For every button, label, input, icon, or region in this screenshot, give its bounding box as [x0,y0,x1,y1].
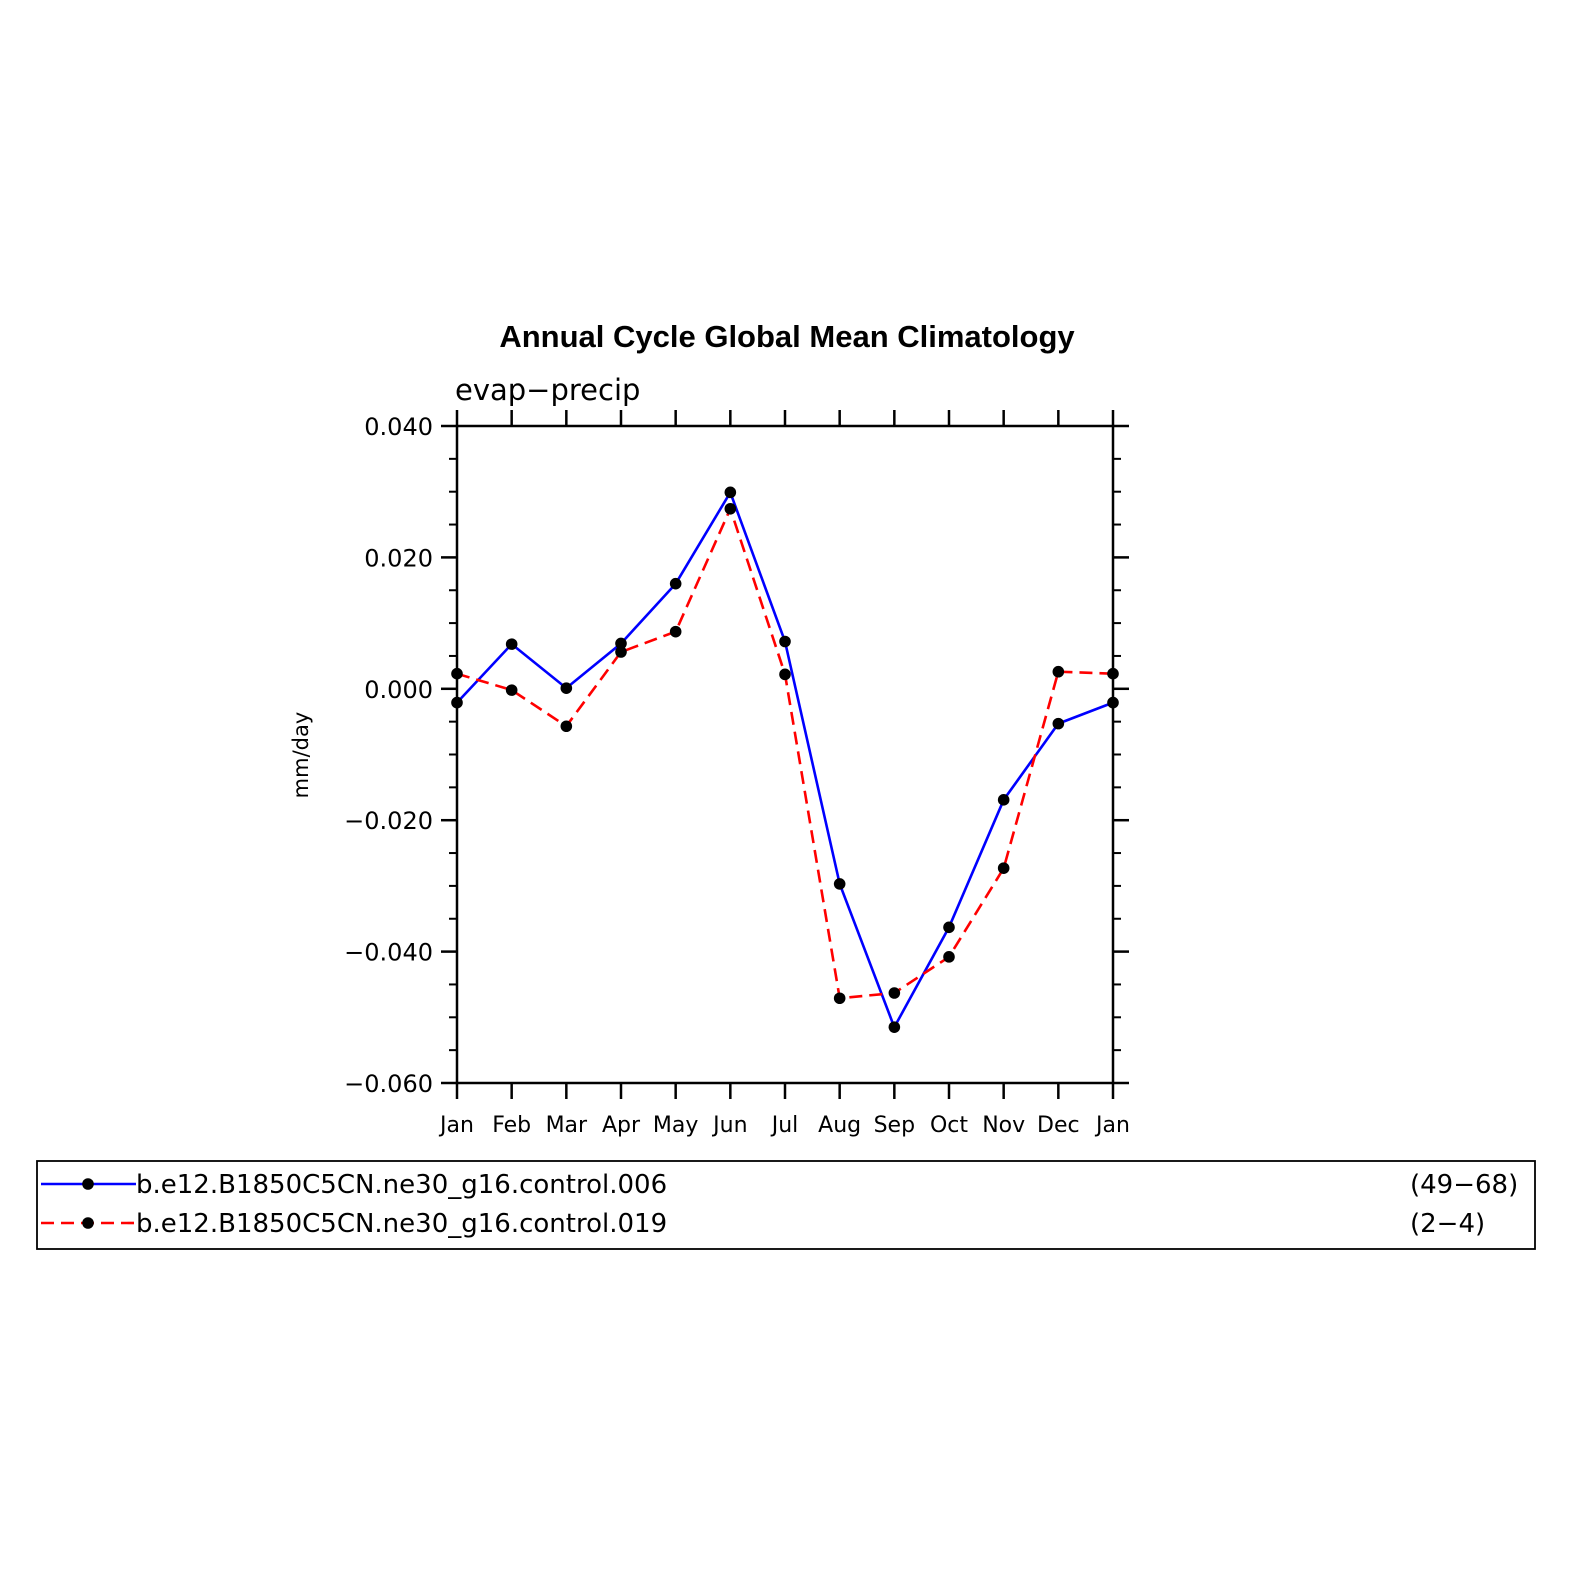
legend-series-years: (2−4) [1410,1209,1485,1239]
legend-series-name: b.e12.B1850C5CN.ne30_g16.control.019 [136,1209,667,1239]
series-layer [451,486,1119,1033]
legend-box [36,1160,1536,1250]
plot-frame [455,424,1115,1085]
y-tick-label: 0.040 [364,413,433,441]
series-1-point [888,1021,901,1033]
legend-marker-2 [82,1217,94,1229]
legend-series-years: (49−68) [1410,1170,1518,1200]
legend-series-name: b.e12.B1850C5CN.ne30_g16.control.006 [136,1170,667,1200]
series-2-point [669,625,682,638]
x-tick-label: Oct [930,1113,968,1138]
y-tick-label: −0.020 [344,807,433,835]
chart-subtitle: evap−precip [455,373,640,407]
series-2-point [1052,665,1065,678]
y-tick-label: 0.020 [364,544,433,572]
legend-marker-1 [82,1178,94,1190]
chart-title: Annual Cycle Global Mean Climatology [499,319,1075,354]
series-line-1 [456,489,1114,1031]
series-line-2 [456,505,1114,1000]
x-tick-label: Mar [546,1113,588,1138]
legend: b.e12.B1850C5CN.ne30_g16.control.006 (49−… [36,1160,1536,1250]
y-axis-label: mm/day [289,712,313,799]
series-1-point [833,878,846,890]
x-tick-label: Aug [818,1113,861,1138]
y-tick-label: −0.040 [344,939,433,967]
series-1-point [1052,717,1065,730]
series-1-point [669,577,682,590]
series-2-point [451,667,463,680]
series-1-point [1107,696,1119,709]
series-2-point [779,668,791,681]
x-tick-label: Sep [874,1113,915,1138]
series-2-point [1107,667,1119,680]
series-2-point [833,992,846,1005]
x-tick-label: Jun [711,1113,747,1138]
x-tick-label: Dec [1037,1113,1080,1138]
x-tick-label: Jan [438,1113,474,1138]
x-tick-label: Feb [492,1113,531,1138]
x-tick-label: Nov [982,1113,1025,1138]
series-2-point [997,862,1010,874]
x-tick-label: May [653,1113,698,1138]
series-1-point [997,794,1010,806]
x-tick-label: Jan [1094,1113,1130,1138]
series-2-point [560,720,573,733]
series-1-point [779,635,791,648]
series-2-point [724,502,737,515]
series-1-point [724,486,737,499]
series-2-point [943,951,955,963]
series-2-point [888,987,901,999]
series-2-point [505,684,518,696]
series-1-point [560,682,573,694]
y-tick-label: 0.000 [364,676,433,704]
series-1-point [451,696,463,709]
series-2-point [615,646,627,658]
series-1-point [615,637,627,650]
series-1-point [943,921,955,934]
x-tick-label: Jul [770,1113,799,1138]
x-tick-label: Apr [602,1113,641,1138]
series-1-point [505,638,518,650]
y-tick-label: −0.060 [344,1070,433,1098]
